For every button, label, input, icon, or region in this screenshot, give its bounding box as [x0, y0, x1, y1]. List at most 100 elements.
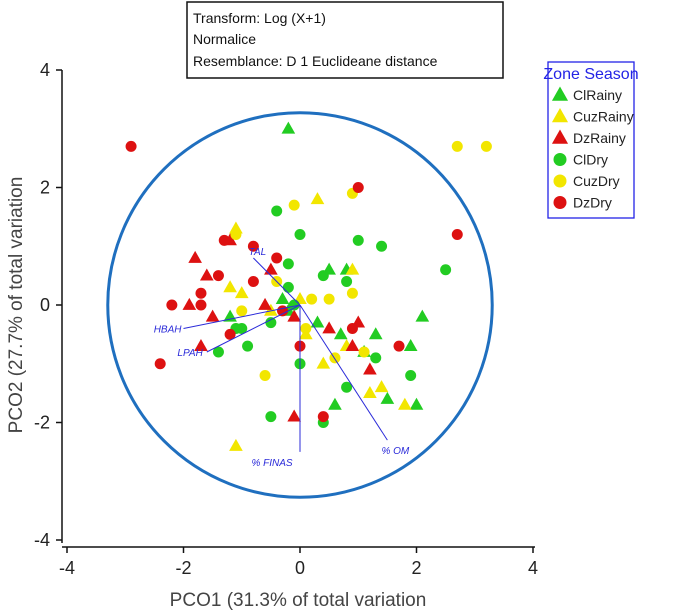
data-point	[259, 370, 271, 381]
correlation-circle	[106, 111, 494, 499]
y-tick-label: -4	[34, 530, 50, 550]
data-point	[403, 338, 418, 351]
data-point	[275, 291, 290, 304]
data-point	[363, 385, 377, 398]
data-point	[294, 229, 306, 240]
data-point	[451, 140, 463, 152]
y-tick-label: 2	[40, 178, 50, 198]
vector-label: HBAH	[154, 325, 183, 336]
data-point	[322, 321, 336, 334]
data-point	[258, 297, 272, 310]
data-point	[323, 293, 335, 305]
vector-line	[183, 304, 301, 329]
legend-item-cldry: ClDry	[553, 152, 608, 168]
data-point	[374, 380, 389, 393]
data-point	[242, 340, 254, 352]
data-point	[370, 352, 382, 364]
data-point	[236, 305, 248, 317]
data-point	[306, 293, 318, 305]
data-point	[310, 315, 325, 328]
data-point	[376, 240, 388, 252]
vector-line	[253, 257, 301, 306]
legend-label: CuzDry	[573, 173, 620, 189]
data-point	[317, 270, 329, 282]
legend-item-dzdry: DzDry	[553, 195, 612, 211]
data-point	[310, 192, 325, 205]
data-point	[271, 205, 283, 217]
vector-label: LPAH	[177, 348, 203, 359]
legend-label: DzRainy	[573, 130, 626, 146]
data-point	[264, 262, 278, 275]
vector-label: TAL	[249, 247, 267, 258]
y-tick-label: 0	[40, 295, 50, 315]
data-point	[288, 199, 300, 211]
data-point	[230, 229, 242, 240]
x-tick-label: 2	[411, 558, 421, 578]
data-point	[212, 346, 224, 358]
x-tick-label: -4	[59, 558, 75, 578]
data-point	[287, 309, 301, 322]
data-point	[281, 121, 296, 134]
info-line-resemblance: Resemblance: D 1 Euclideane distance	[193, 53, 438, 69]
axes: -4 -2 0 2 4 -4 -2 0 2 4	[34, 60, 538, 578]
vector-label: % OM	[381, 446, 409, 457]
data-point	[300, 323, 312, 334]
vector-label: % FINAS	[251, 458, 292, 469]
data-point	[393, 340, 405, 352]
data-point	[166, 299, 178, 311]
y-tick-label: -2	[34, 413, 50, 433]
legend-label: DzDry	[573, 195, 612, 211]
transform-info-box: Transform: Log (X+1) Normalice Resemblan…	[186, 1, 504, 79]
data-point	[346, 323, 358, 334]
y-ticks: -4 -2 0 2 4	[34, 60, 62, 550]
data-point	[247, 276, 259, 287]
legend-marker	[551, 129, 569, 144]
x-tick-label: -2	[175, 558, 191, 578]
data-point	[341, 276, 353, 287]
data-point	[287, 409, 301, 422]
x-ticks: -4 -2 0 2 4	[59, 547, 538, 578]
data-point	[218, 234, 230, 246]
data-point	[265, 317, 277, 329]
data-point	[346, 287, 358, 299]
data-point	[398, 397, 412, 410]
data-point	[271, 252, 283, 264]
vector-overlay: TAL HBAH LPAH % FINAS % OM	[154, 247, 410, 469]
info-line-transform: Transform: Log (X+1)	[193, 10, 326, 26]
data-point	[224, 328, 236, 340]
data-point	[328, 397, 342, 410]
data-point	[405, 370, 417, 381]
data-point	[316, 356, 331, 369]
data-point	[205, 309, 220, 322]
legend-item-cuzdry: CuzDry	[553, 173, 620, 189]
info-line-normalise: Normalice	[193, 31, 256, 47]
data-point	[345, 262, 360, 275]
legend-item-dzrainy: DzRainy	[551, 129, 626, 146]
data-point	[194, 338, 208, 351]
data-point	[409, 397, 424, 410]
data-point	[415, 309, 430, 322]
data-point	[358, 346, 370, 358]
data-point	[247, 240, 259, 252]
legend-marker	[551, 108, 569, 123]
data-point	[440, 264, 452, 276]
data-point	[125, 140, 137, 152]
data-point	[329, 352, 341, 364]
data-point	[188, 250, 202, 263]
data-point	[317, 411, 329, 423]
data-point	[345, 338, 360, 351]
legend-marker	[551, 86, 569, 101]
data-point	[451, 229, 463, 240]
data-point	[333, 327, 348, 340]
x-axis-title: PCO1 (31.3% of total variation	[170, 590, 427, 611]
legend-marker	[553, 153, 567, 166]
data-point	[154, 358, 166, 370]
legend: Zone Season ClRainyCuzRainyDzRainyClDryC…	[543, 61, 639, 219]
series-cuzdry	[230, 140, 492, 381]
data-point	[352, 234, 364, 246]
legend-item-cuzrainy: CuzRainy	[551, 108, 634, 125]
vector-line	[299, 304, 388, 441]
data-point	[363, 362, 377, 375]
legend-marker	[553, 174, 567, 188]
